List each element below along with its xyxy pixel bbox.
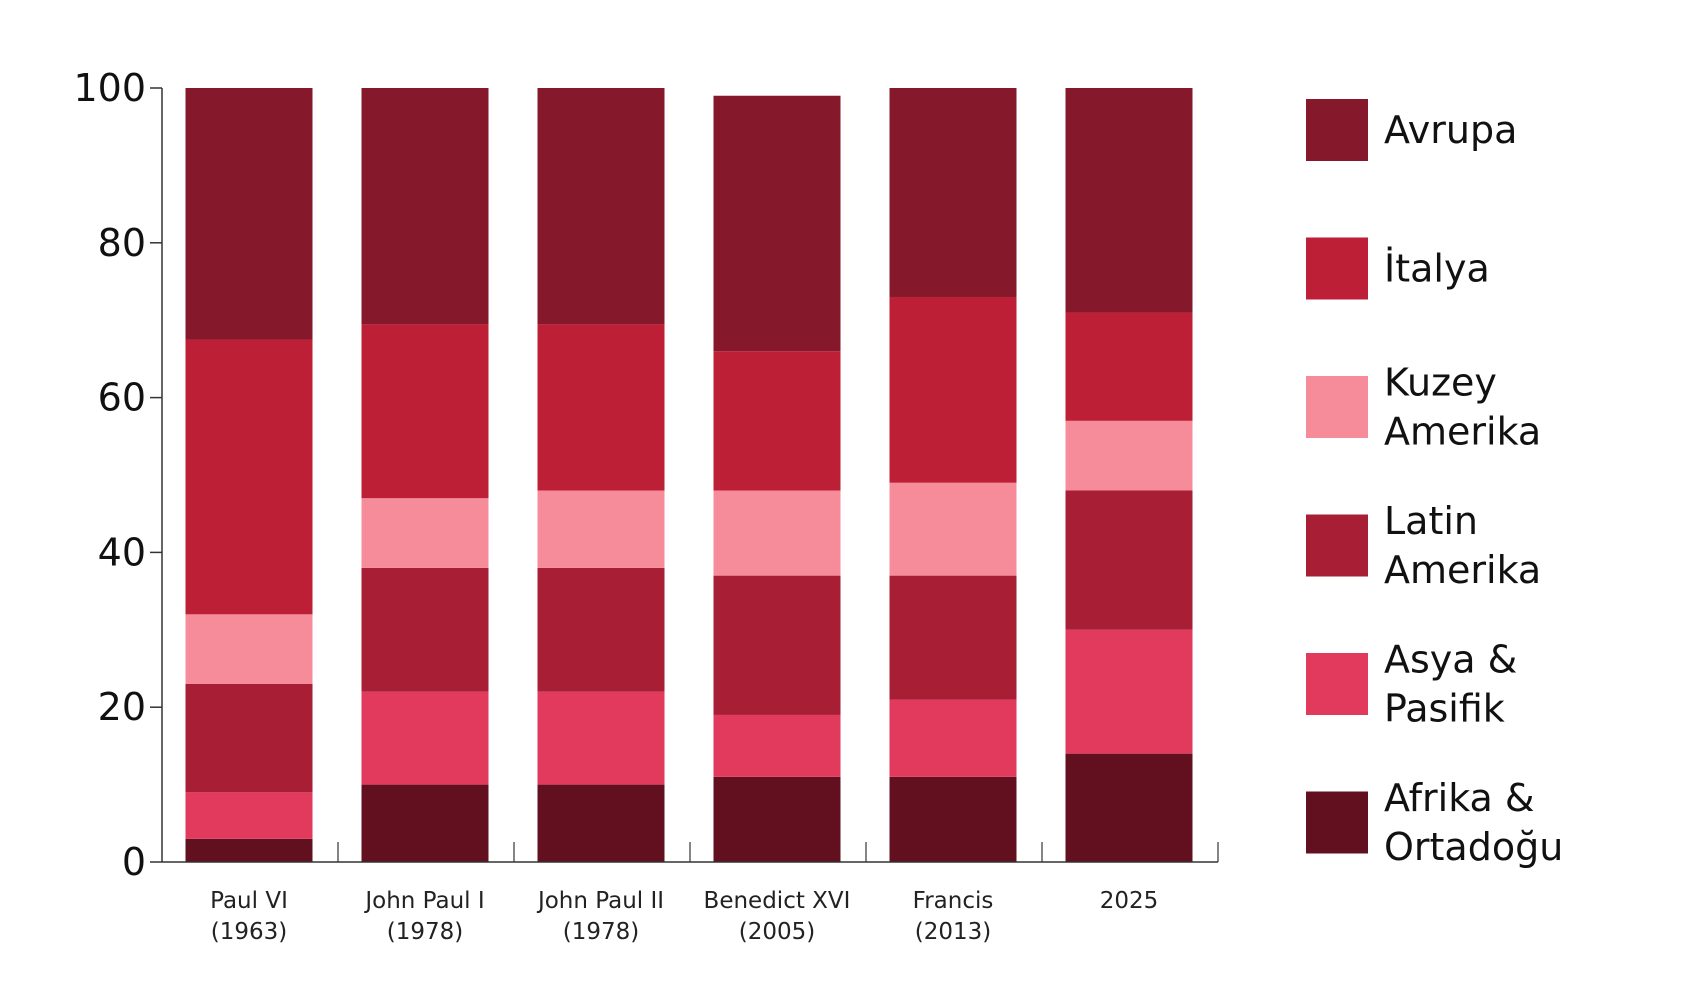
legend-swatch (1306, 376, 1368, 438)
legend: Avrupa İtalya Kuzey Amerika Latin Amerika Asya… (1306, 99, 1563, 869)
bar-segment-2-0 (537, 784, 665, 862)
bar-segment-2-5 (537, 88, 665, 325)
bar-segment-3-5 (713, 95, 841, 352)
bar-segment-1-2 (361, 567, 489, 692)
y-tick-label: 100 (73, 66, 146, 110)
legend-label: İtalya (1384, 247, 1490, 291)
legend-label: Asya & Pasifik (1384, 638, 1517, 731)
legend-label: Kuzey Amerika (1384, 361, 1541, 454)
x-tick-label: Benedict XVI (2005) (704, 888, 851, 945)
bar-segment-5-3 (1065, 420, 1193, 491)
bar-segment-1-4 (361, 324, 489, 499)
bar-segment-2-2 (537, 567, 665, 692)
x-tick-label: Paul VI (1963) (210, 888, 288, 945)
y-tick-label: 60 (98, 376, 146, 420)
legend-swatch (1306, 514, 1368, 577)
x-tick-label: John Paul I (1978) (363, 888, 484, 945)
bar-segment-3-4 (713, 351, 841, 491)
bar-segment-3-1 (713, 714, 841, 777)
bar-segment-5-5 (1065, 88, 1193, 313)
bar-segment-0-1 (185, 792, 313, 839)
bar-segment-4-4 (889, 296, 1017, 483)
y-tick-label: 40 (98, 530, 146, 574)
bar-segment-1-5 (361, 88, 489, 325)
x-tick-label: 2025 (1100, 888, 1159, 914)
legend-swatch (1306, 791, 1368, 854)
bar-segment-5-0 (1065, 753, 1193, 862)
bar-segment-5-1 (1065, 629, 1193, 754)
bar-segment-1-3 (361, 498, 489, 568)
bar-segment-2-4 (537, 324, 665, 491)
bar-segment-0-5 (185, 88, 313, 340)
legend-swatch (1306, 653, 1368, 715)
bar-segment-3-0 (713, 776, 841, 862)
y-tick-label: 0 (122, 840, 146, 884)
legend-label: Avrupa (1384, 108, 1517, 152)
bar-segment-4-3 (889, 482, 1017, 576)
legend-swatch (1306, 99, 1368, 161)
bar-segment-2-3 (537, 490, 665, 568)
legend-swatch (1306, 237, 1368, 300)
bar-segment-0-0 (185, 838, 313, 862)
bar-segment-4-5 (889, 88, 1017, 297)
bar-segment-5-4 (1065, 312, 1193, 421)
bars-group (185, 88, 1193, 862)
bar-segment-4-0 (889, 776, 1017, 862)
bar-segment-4-1 (889, 699, 1017, 777)
bar-segment-3-2 (713, 575, 841, 715)
bar-segment-0-2 (185, 683, 313, 793)
axes-group: 0 20 40 60 80 100 Paul VI (1963) John Paul I (197… (73, 66, 1219, 945)
bar-segment-3-3 (713, 490, 841, 576)
bar-segment-1-0 (361, 784, 489, 862)
bar-segment-0-3 (185, 614, 313, 684)
bar-segment-5-2 (1065, 490, 1193, 630)
y-tick-label: 20 (98, 685, 146, 729)
bar-segment-1-1 (361, 691, 489, 785)
legend-label: Afrika & Ortadoğu (1384, 776, 1563, 869)
x-tick-label: John Paul II (1978) (536, 888, 664, 945)
bar-segment-0-4 (185, 339, 313, 615)
y-tick-label: 80 (98, 221, 146, 265)
bar-segment-4-2 (889, 575, 1017, 700)
bar-segment-2-1 (537, 691, 665, 785)
legend-label: Latin Amerika (1384, 499, 1541, 592)
x-tick-label: Francis (2013) (913, 888, 994, 945)
